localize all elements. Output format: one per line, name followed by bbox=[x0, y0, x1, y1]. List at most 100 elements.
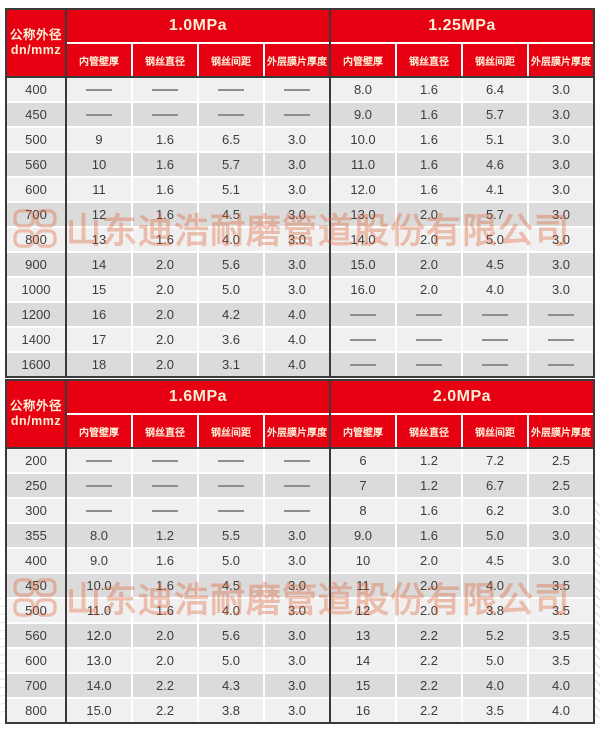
row-dn-label: 355 bbox=[7, 524, 65, 547]
spec-cell: 9.0 bbox=[331, 103, 395, 126]
spec-cell: 3.0 bbox=[265, 253, 329, 276]
spec-cell bbox=[331, 328, 395, 351]
spec-cell bbox=[529, 328, 593, 351]
spec-cell: 1.2 bbox=[133, 524, 197, 547]
column-header: 钢丝直径 bbox=[397, 44, 461, 76]
spec-cell: 1.6 bbox=[397, 103, 461, 126]
spec-cell: 5.5 bbox=[199, 524, 263, 547]
spec-cell bbox=[67, 103, 131, 126]
spec-cell: 3.0 bbox=[265, 128, 329, 151]
spec-cell: 2.0 bbox=[133, 328, 197, 351]
spec-cell: 3.0 bbox=[529, 499, 593, 522]
spec-cell: 3.0 bbox=[265, 153, 329, 176]
spec-cell: 4.5 bbox=[199, 203, 263, 226]
spec-cell: 1.6 bbox=[397, 499, 461, 522]
spec-cell: 3.0 bbox=[265, 203, 329, 226]
spec-cell bbox=[397, 328, 461, 351]
spec-cell bbox=[199, 449, 263, 472]
spec-cell: 4.5 bbox=[199, 574, 263, 597]
spec-cell: 2.2 bbox=[133, 674, 197, 697]
spec-table-bottom: 公称外径 dn/mmz 1.6MPa 2.0MPa 内管壁厚 钢丝直径 钢丝间距 外层膜片厚度… bbox=[5, 379, 595, 724]
no-value-dash bbox=[548, 313, 574, 316]
row-dn-label: 560 bbox=[7, 153, 65, 176]
no-value-dash bbox=[86, 113, 112, 116]
no-value-dash bbox=[152, 459, 178, 462]
no-value-dash bbox=[86, 509, 112, 512]
spec-cell: 3.0 bbox=[529, 228, 593, 251]
spec-cell: 5.7 bbox=[463, 203, 527, 226]
row-dn-label: 450 bbox=[7, 574, 65, 597]
no-value-dash bbox=[218, 484, 244, 487]
spec-cell: 3.0 bbox=[265, 624, 329, 647]
spec-cell: 1.6 bbox=[133, 153, 197, 176]
no-value-dash bbox=[350, 363, 376, 366]
spec-cell bbox=[67, 474, 131, 497]
pressure-band-header: 2.0MPa bbox=[331, 381, 593, 413]
spec-cell: 2.0 bbox=[133, 624, 197, 647]
spec-cell: 2.2 bbox=[133, 699, 197, 722]
spec-cell: 9 bbox=[67, 128, 131, 151]
spec-cell: 8 bbox=[331, 499, 395, 522]
no-value-dash bbox=[152, 484, 178, 487]
spec-cell: 9.0 bbox=[67, 549, 131, 572]
spec-cell: 4.0 bbox=[265, 353, 329, 376]
column-header: 钢丝直径 bbox=[397, 415, 461, 447]
no-value-dash bbox=[86, 88, 112, 91]
corner-header: 公称外径 dn/mmz bbox=[7, 381, 65, 447]
spec-cell: 2.0 bbox=[133, 278, 197, 301]
spec-cell: 3.0 bbox=[529, 78, 593, 101]
row-dn-label: 1600 bbox=[7, 353, 65, 376]
spec-cell bbox=[265, 449, 329, 472]
spec-cell: 5.0 bbox=[199, 649, 263, 672]
row-dn-label: 700 bbox=[7, 674, 65, 697]
spec-cell: 4.5 bbox=[463, 549, 527, 572]
spec-cell: 11.0 bbox=[67, 599, 131, 622]
spec-cell: 1.6 bbox=[397, 524, 461, 547]
spec-cell bbox=[133, 103, 197, 126]
spec-cell bbox=[67, 499, 131, 522]
spec-cell: 2.0 bbox=[133, 253, 197, 276]
spec-cell: 11.0 bbox=[331, 153, 395, 176]
spec-cell: 2.0 bbox=[397, 549, 461, 572]
no-value-dash bbox=[218, 88, 244, 91]
spec-cell: 2.0 bbox=[397, 253, 461, 276]
spec-cell: 3.0 bbox=[265, 278, 329, 301]
spec-cell bbox=[463, 353, 527, 376]
table-divider-horizontal bbox=[7, 76, 593, 78]
corner-header: 公称外径 dn/mmz bbox=[7, 10, 65, 76]
spec-cell: 3.0 bbox=[265, 699, 329, 722]
spec-cell: 16.0 bbox=[331, 278, 395, 301]
spec-cell bbox=[133, 78, 197, 101]
spec-cell: 3.6 bbox=[199, 328, 263, 351]
no-value-dash bbox=[152, 88, 178, 91]
spec-cell: 3.0 bbox=[529, 253, 593, 276]
spec-cell: 2.0 bbox=[397, 574, 461, 597]
spec-cell: 10 bbox=[67, 153, 131, 176]
spec-cell: 10.0 bbox=[67, 574, 131, 597]
row-dn-label: 300 bbox=[7, 499, 65, 522]
row-dn-label: 600 bbox=[7, 649, 65, 672]
spec-cell: 2.0 bbox=[133, 353, 197, 376]
spec-cell: 5.1 bbox=[463, 128, 527, 151]
spec-cell: 5.7 bbox=[199, 153, 263, 176]
spec-cell: 11 bbox=[331, 574, 395, 597]
spec-cell: 15.0 bbox=[331, 253, 395, 276]
spec-cell bbox=[199, 474, 263, 497]
corner-header-line1: 公称外径 bbox=[9, 399, 62, 413]
spec-cell: 3.5 bbox=[529, 649, 593, 672]
spec-cell: 2.2 bbox=[397, 699, 461, 722]
spec-cell: 4.0 bbox=[463, 278, 527, 301]
spec-cell bbox=[331, 353, 395, 376]
spec-cell: 2.2 bbox=[397, 649, 461, 672]
spec-cell: 6.4 bbox=[463, 78, 527, 101]
no-value-dash bbox=[350, 338, 376, 341]
spec-cell: 1.6 bbox=[133, 574, 197, 597]
spec-cell: 5.0 bbox=[463, 228, 527, 251]
spec-cell: 3.5 bbox=[529, 624, 593, 647]
spec-cell: 5.0 bbox=[199, 278, 263, 301]
spec-cell: 3.5 bbox=[463, 699, 527, 722]
spec-cell: 2.2 bbox=[397, 624, 461, 647]
spec-cell: 1.6 bbox=[133, 599, 197, 622]
spec-cell: 14.0 bbox=[331, 228, 395, 251]
